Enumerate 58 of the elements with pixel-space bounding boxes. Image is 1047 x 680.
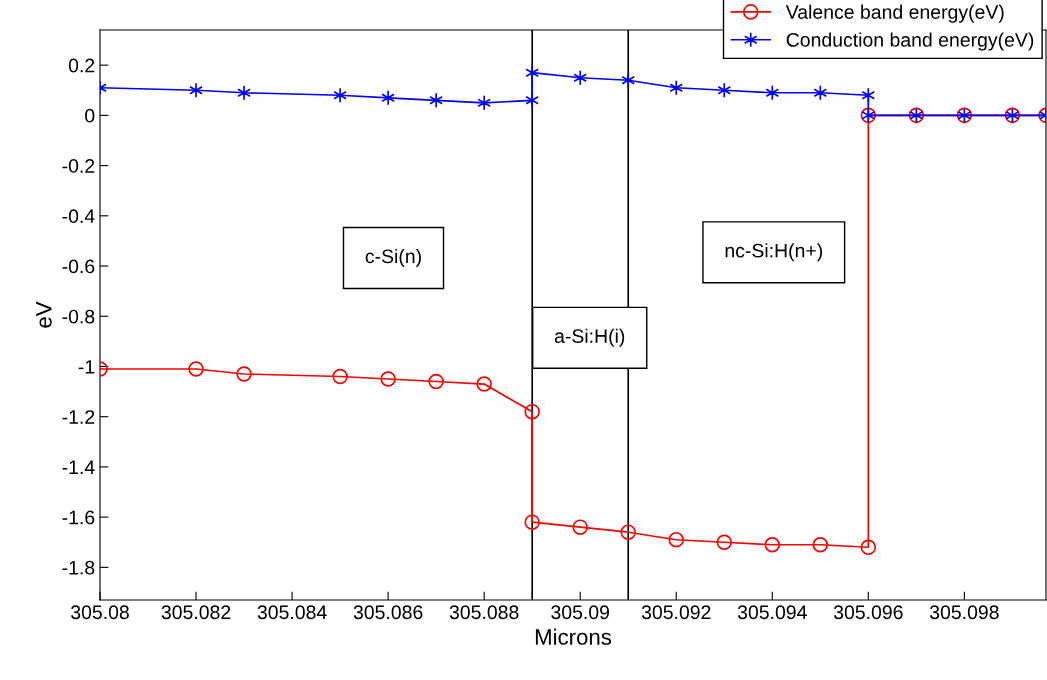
y-tick-label: -0.6	[62, 259, 95, 274]
point	[572, 519, 588, 535]
point	[620, 524, 637, 540]
annotation: c-Si(n)	[365, 248, 421, 268]
y-tick-label: -1	[78, 360, 95, 374]
y-tick-label: -0.4	[62, 209, 95, 224]
point	[812, 536, 829, 553]
point	[332, 368, 348, 385]
point	[765, 84, 780, 101]
x-tick-label: 305.098	[929, 605, 999, 620]
point	[189, 82, 203, 99]
y-tick-label: -0.8	[62, 309, 95, 324]
point	[188, 361, 204, 377]
point	[813, 84, 828, 101]
point	[476, 376, 492, 392]
y-tick-label: 0.2	[68, 58, 95, 73]
y-tick-label: -1.8	[62, 560, 95, 575]
point	[380, 371, 396, 387]
y-axis-title: eV	[36, 301, 52, 328]
legend-label: Valence band energy(eV)	[785, 4, 1004, 23]
x-tick-label: 305.08	[71, 605, 129, 620]
point	[524, 403, 540, 420]
point	[524, 514, 540, 530]
x-tick-label: 305.09	[551, 605, 610, 620]
x-tick-label: 305.086	[353, 605, 423, 620]
x-tick-label: 305.088	[449, 605, 519, 620]
x-tick-label: 305.096	[833, 605, 903, 620]
point	[717, 82, 732, 99]
point	[668, 531, 685, 548]
annotation: a-Si:H(i)	[554, 328, 625, 347]
legend-label: Conduction band energy(eV)	[786, 32, 1034, 51]
point	[477, 95, 492, 111]
x-tick-label: 305.094	[737, 605, 807, 620]
point	[429, 92, 443, 109]
y-tick-label: -1.6	[62, 510, 95, 525]
y-tick-label: -0.2	[62, 159, 95, 173]
point	[573, 69, 588, 86]
point	[860, 539, 877, 556]
x-tick-label: 305.082	[161, 605, 231, 620]
y-tick-label: -1.4	[62, 460, 95, 474]
y-tick-label: -1.2	[62, 410, 95, 424]
point	[716, 534, 733, 551]
point	[621, 72, 636, 88]
y-tick-label: 0	[85, 108, 95, 123]
point	[428, 373, 444, 390]
point	[764, 536, 781, 553]
point	[669, 79, 684, 96]
annotation: nc-Si:H(n+)	[725, 243, 823, 262]
point	[381, 90, 395, 106]
point	[525, 64, 540, 81]
point	[861, 87, 876, 104]
point	[237, 84, 251, 101]
point	[525, 92, 540, 109]
x-tick-label: 305.092	[641, 605, 711, 620]
point	[236, 366, 252, 382]
point	[333, 87, 347, 104]
x-axis-title: Microns	[535, 628, 612, 645]
x-tick-label: 305.084	[257, 605, 327, 620]
